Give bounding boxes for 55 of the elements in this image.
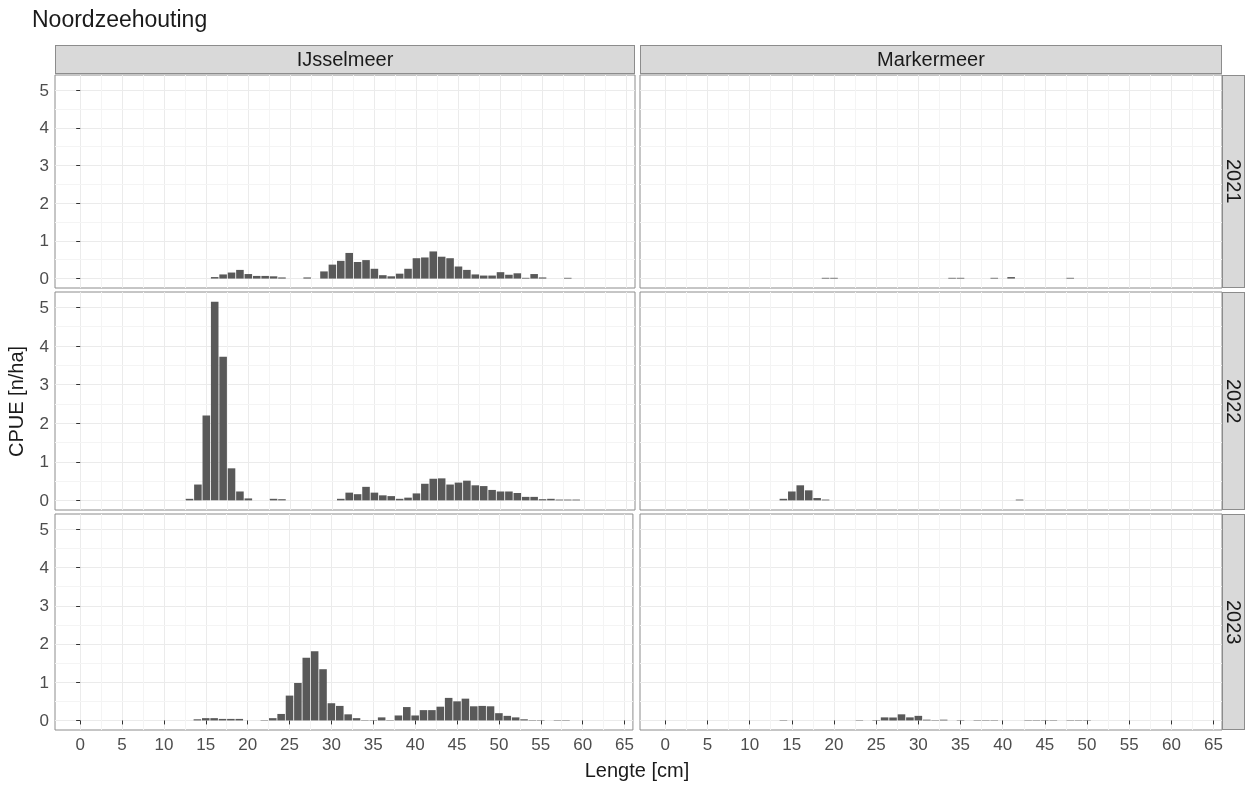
x-tick-label: 35 <box>951 735 970 754</box>
y-tick-label: 0 <box>39 269 49 289</box>
x-tick-label: 20 <box>824 735 844 754</box>
x-tick-label: 55 <box>531 735 551 754</box>
chart-subtitle: IJsselmeer <box>55 45 635 74</box>
y-tick-label: 0 <box>39 710 49 730</box>
x-tick-label: 30 <box>908 735 928 754</box>
y-tick-label: 0 <box>39 490 49 510</box>
x-tick-label: 5 <box>702 735 713 754</box>
text: 2022 <box>1222 292 1245 510</box>
y-tick-label: 5 <box>39 80 49 100</box>
x-tick-label: 25 <box>280 735 299 754</box>
x-axis-title: Lengte [cm] <box>583 759 691 782</box>
y-tick-label: 4 <box>39 558 49 578</box>
y-tick-label: 2 <box>39 413 49 433</box>
x-tick-label: 65 <box>615 735 635 754</box>
y-tick-label: 1 <box>39 672 49 692</box>
y-tick-label: 1 <box>39 231 49 251</box>
y-tick-label: 5 <box>39 297 49 317</box>
x-tick-label: 10 <box>740 735 760 754</box>
x-tick-label: 60 <box>573 735 593 754</box>
y-tick-label: 5 <box>39 519 49 539</box>
y-tick-label: 4 <box>39 118 49 138</box>
text: 2023 <box>1222 514 1245 730</box>
chart-subtitle: Markermeer <box>640 45 1222 74</box>
y-tick-label: 4 <box>39 336 49 356</box>
y-tick-label: 2 <box>39 634 49 654</box>
x-tick-label: 45 <box>1035 735 1055 754</box>
text: 2021 <box>1222 75 1245 288</box>
chart-title: Noordzeehouting <box>32 6 208 33</box>
x-tick-label: 30 <box>321 735 341 754</box>
x-tick-label: 25 <box>866 735 886 754</box>
x-tick-label: 35 <box>363 735 383 754</box>
x-tick-label: 65 <box>1204 735 1224 754</box>
y-tick-label: 1 <box>39 452 49 472</box>
y-axis-title: CPUE [n/ha] <box>4 344 28 459</box>
x-tick-label: 60 <box>1161 735 1181 754</box>
y-tick-label: 3 <box>39 375 49 395</box>
x-tick-label: 50 <box>1077 735 1097 754</box>
bar <box>377 717 386 721</box>
x-tick-label: 20 <box>238 735 258 754</box>
x-tick-label: 55 <box>1119 735 1139 754</box>
x-tick-label: 0 <box>75 735 85 754</box>
x-tick-label: 10 <box>154 735 174 754</box>
x-tick-label: 50 <box>489 735 509 754</box>
y-tick-label: 3 <box>39 155 49 175</box>
y-tick-label: 2 <box>39 193 49 213</box>
x-tick-label: 0 <box>660 735 671 754</box>
y-tick-label: 3 <box>39 596 49 616</box>
x-tick-label: 40 <box>993 735 1013 754</box>
x-tick-label: 15 <box>196 735 216 754</box>
x-tick-label: 40 <box>405 735 425 754</box>
x-tick-label: 45 <box>447 735 467 754</box>
x-tick-label: 5 <box>117 735 127 754</box>
x-tick-label: 15 <box>782 735 802 754</box>
